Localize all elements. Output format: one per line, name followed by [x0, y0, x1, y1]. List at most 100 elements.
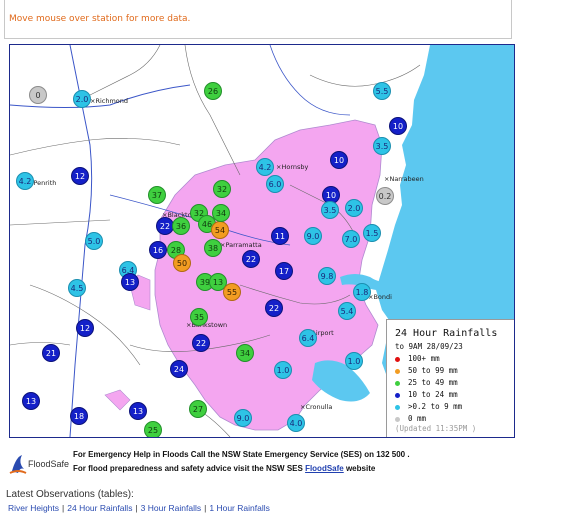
station-marker[interactable]: 12 — [76, 319, 94, 337]
station-marker[interactable]: 9.0 — [304, 227, 322, 245]
latest-observations-title: Latest Observations (tables): — [6, 489, 134, 500]
emergency-line: For Emergency Help in Floods Call the NS… — [73, 450, 410, 459]
link-separator: | — [62, 503, 65, 513]
floodsafe-logo: FloodSafe — [8, 451, 70, 477]
station-marker[interactable]: 13 — [121, 273, 139, 291]
station-marker[interactable]: 55 — [223, 283, 241, 301]
1-hour-rainfalls-link[interactable]: 1 Hour Rainfalls — [209, 503, 270, 513]
station-marker[interactable]: 4.5 — [68, 279, 86, 297]
station-marker[interactable]: 27 — [189, 400, 207, 418]
station-marker[interactable]: 13 — [129, 402, 147, 420]
station-marker[interactable]: 34 — [212, 204, 230, 222]
station-marker[interactable]: 12 — [71, 167, 89, 185]
place-label: Blacktown — [162, 211, 201, 219]
place-label: Bondi — [368, 293, 392, 301]
station-marker[interactable]: 26 — [204, 82, 222, 100]
station-marker[interactable]: 6.0 — [266, 175, 284, 193]
station-marker[interactable]: 1.8 — [353, 283, 371, 301]
station-marker[interactable]: 9.0 — [234, 409, 252, 427]
station-marker[interactable]: 5.4 — [338, 302, 356, 320]
station-marker[interactable]: 17 — [275, 262, 293, 280]
legend-dot — [395, 404, 400, 410]
station-marker[interactable]: 10 — [389, 117, 407, 135]
station-marker[interactable]: 35 — [190, 308, 208, 326]
station-marker[interactable]: 21 — [42, 344, 60, 362]
river-heights-link[interactable]: River Heights — [8, 503, 60, 513]
legend-label: 25 to 49 mm — [408, 378, 458, 387]
station-marker[interactable]: 13 — [22, 392, 40, 410]
place-label: Richmond — [90, 97, 128, 105]
station-marker[interactable]: 34 — [236, 344, 254, 362]
observation-links: River Heights | 24 Hour Rainfalls | 3 Hour R… — [8, 503, 270, 513]
station-marker[interactable]: 54 — [211, 221, 229, 239]
station-marker[interactable]: 2.0 — [73, 90, 91, 108]
station-marker[interactable]: 4.2 — [256, 158, 274, 176]
place-label: Hornsby — [276, 163, 308, 171]
station-marker[interactable]: 18 — [70, 407, 88, 425]
place-label: Penrith — [28, 179, 56, 187]
station-marker[interactable]: 22 — [192, 334, 210, 352]
station-marker[interactable]: 16 — [149, 241, 167, 259]
station-marker[interactable]: 4.0 — [287, 414, 305, 432]
floodsafe-link[interactable]: FloodSafe — [305, 464, 344, 473]
advice-suffix: website — [343, 464, 376, 473]
station-marker[interactable]: 1.0 — [274, 361, 292, 379]
legend-row: 25 to 49 mm — [395, 378, 458, 387]
legend-dot — [395, 368, 400, 374]
legend-label: 100+ mm — [408, 354, 440, 363]
station-marker[interactable]: 24 — [170, 360, 188, 378]
legend-row: 50 to 99 mm — [395, 366, 458, 375]
info-panel: Move mouse over station for more data. — [4, 0, 512, 39]
place-label: Airport — [306, 329, 333, 337]
station-marker[interactable]: 1.0 — [345, 352, 363, 370]
floodsafe-logo-text: FloodSafe — [28, 459, 70, 469]
link-separator: | — [135, 503, 138, 513]
station-marker[interactable]: 13 — [209, 273, 227, 291]
floodsafe-wave-icon — [9, 455, 27, 474]
station-marker[interactable]: 25 — [144, 421, 162, 437]
24-hour-rainfalls-link[interactable]: 24 Hour Rainfalls — [67, 503, 133, 513]
advice-text: For flood preparedness and safety advice… — [73, 464, 306, 473]
legend-label: 10 to 24 mm — [408, 390, 458, 399]
station-marker[interactable]: 10 — [330, 151, 348, 169]
station-marker[interactable]: 4.2 — [16, 172, 34, 190]
legend-subtitle: to 9AM 28/09/23 — [395, 342, 463, 351]
station-marker[interactable]: 3.5 — [321, 201, 339, 219]
legend-dot — [395, 392, 400, 398]
legend-row: 0 mm — [395, 414, 426, 423]
place-label: Narrabeen — [384, 175, 423, 183]
legend-row: >0.2 to 9 mm — [395, 402, 462, 411]
station-marker[interactable]: 9.8 — [318, 267, 336, 285]
legend-dot — [395, 380, 400, 386]
station-marker[interactable]: 38 — [204, 239, 222, 257]
legend-label: 0 mm — [408, 414, 427, 423]
legend-dot — [395, 356, 400, 362]
station-marker[interactable]: 22 — [265, 299, 283, 317]
station-marker[interactable]: 0 — [29, 86, 47, 104]
station-marker[interactable]: 37 — [148, 186, 166, 204]
station-marker[interactable]: 50 — [173, 254, 191, 272]
station-marker[interactable]: 7.0 — [342, 230, 360, 248]
station-marker[interactable]: 5.0 — [85, 232, 103, 250]
station-marker[interactable]: 6.4 — [299, 329, 317, 347]
place-label: Parramatta — [220, 241, 261, 249]
station-marker[interactable]: 5.5 — [373, 82, 391, 100]
station-marker[interactable]: 2.0 — [345, 199, 363, 217]
place-label: Bankstown — [186, 321, 227, 329]
legend-label: >0.2 to 9 mm — [408, 402, 463, 411]
place-label: Cronulla — [300, 403, 332, 411]
station-marker[interactable]: 3.5 — [373, 137, 391, 155]
link-separator: | — [204, 503, 207, 513]
station-marker[interactable]: 1.5 — [363, 224, 381, 242]
station-marker[interactable]: 0.2 — [376, 187, 394, 205]
3-hour-rainfalls-link[interactable]: 3 Hour Rainfalls — [140, 503, 202, 513]
station-marker[interactable]: 36 — [172, 217, 190, 235]
station-marker[interactable]: 11 — [271, 227, 289, 245]
station-marker[interactable]: 32 — [213, 180, 231, 198]
legend-title: 24 Hour Rainfalls — [395, 328, 498, 339]
rainfall-map[interactable]: Richmond Penrith Hornsby Narrabeen Black… — [9, 44, 515, 438]
floodsafe-notice: FloodSafe For Emergency Help in Floods C… — [8, 447, 508, 481]
station-marker[interactable]: 22 — [242, 250, 260, 268]
legend-row: 10 to 24 mm — [395, 390, 458, 399]
legend-row: 100+ mm — [395, 354, 440, 363]
